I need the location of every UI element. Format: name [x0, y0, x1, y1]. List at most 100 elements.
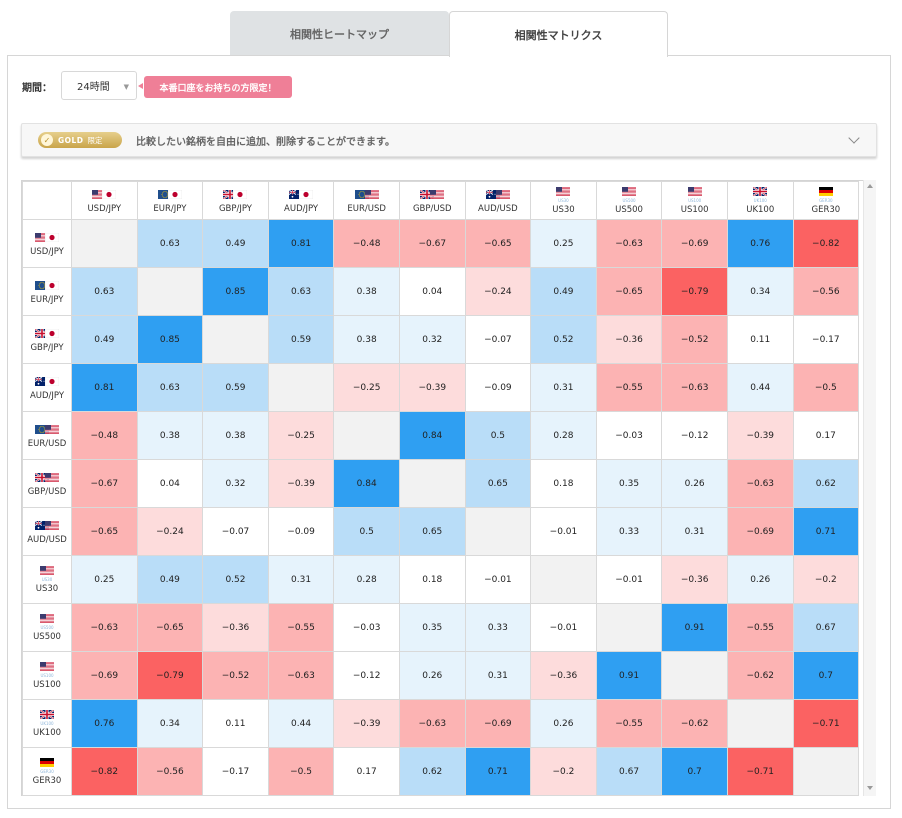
- correlation-cell: 0.84: [333, 459, 400, 508]
- row-header-label: GBP/USD: [27, 487, 67, 497]
- index-sub-label: US100: [688, 197, 702, 203]
- matrix-row: USD/JPY 0.63 0.49 0.81 −0.48 −0.67 −0.65 0.25 −0…: [22, 219, 860, 268]
- correlation-cell: −0.07: [464, 315, 532, 364]
- correlation-cell: 0.34: [726, 267, 794, 316]
- correlation-cell: −0.36: [530, 651, 597, 700]
- us-flag-icon: [40, 661, 54, 671]
- column-header-label: USD/JPY: [87, 204, 122, 214]
- correlation-cell: −0.71: [726, 747, 794, 796]
- chevron-down-icon: ▼: [123, 83, 129, 91]
- correlation-cell: −0.25: [333, 363, 400, 412]
- gold-feature-description: 比較したい銘柄を自由に追加、削除することができます。: [136, 136, 395, 148]
- correlation-cell: 0.26: [726, 555, 794, 604]
- index-sub-label: US30: [41, 576, 53, 582]
- row-header-us500: US500 US500: [22, 603, 72, 652]
- period-label: 期間：: [22, 83, 52, 94]
- correlation-cell: 0.17: [333, 747, 400, 796]
- correlation-cell: −0.5: [267, 747, 335, 796]
- correlation-cell: −0.36: [661, 555, 728, 604]
- correlation-cell: −0.63: [661, 363, 728, 412]
- promo-pointer-icon: [138, 83, 143, 89]
- scroll-down-icon[interactable]: [867, 786, 873, 790]
- index-sub-label: UK100: [40, 720, 54, 726]
- matrix-row: AUD/JPY 0.81 0.63 0.59 −0.25 −0.39 −0.09 0.31 −0…: [22, 363, 860, 412]
- row-header-uk100: UK100 UK100: [22, 699, 72, 748]
- correlation-cell: −0.55: [726, 603, 794, 652]
- column-header-label: UK100: [746, 204, 775, 215]
- correlation-cell: 0.38: [202, 411, 269, 460]
- correlation-cell: −0.36: [202, 603, 269, 652]
- correlation-cell: 0.81: [71, 363, 138, 412]
- gold-feature-bar[interactable]: ✓ GOLD 限定 比較したい銘柄を自由に追加、削除することができます。: [21, 123, 877, 157]
- correlation-cell: −0.69: [464, 699, 532, 748]
- expand-chevron-icon[interactable]: [848, 132, 860, 144]
- us-flag-icon: [687, 186, 702, 196]
- correlation-cell: 0.76: [726, 219, 794, 268]
- jp-flag-icon: [44, 376, 60, 387]
- us-flag-icon: [45, 425, 59, 434]
- gold-coin-icon: ✓: [41, 134, 53, 146]
- correlation-cell: −0.07: [202, 507, 269, 556]
- tab-heatmap[interactable]: 相関性ヒートマップ: [230, 11, 449, 56]
- live-account-promo-button[interactable]: 本番口座をお持ちの方限定！: [144, 76, 292, 98]
- diagonal-cell: [71, 219, 138, 268]
- correlation-cell: −0.55: [595, 363, 663, 412]
- row-header-gbp-jpy: GBP/JPY: [22, 315, 72, 364]
- de-flag-icon: [40, 757, 54, 767]
- column-header-gbp-jpy: GBP/JPY: [202, 181, 269, 220]
- correlation-cell: −0.01: [464, 555, 532, 604]
- correlation-cell: 0.44: [726, 363, 794, 412]
- correlation-cell: −0.65: [71, 507, 138, 556]
- period-select[interactable]: 24時間 ▼: [61, 71, 137, 100]
- tab-matrix[interactable]: 相関性マトリクス: [449, 11, 668, 57]
- correlation-cell: 0.91: [661, 603, 728, 652]
- correlation-cell: −0.55: [267, 603, 335, 652]
- us-flag-icon: [92, 190, 107, 199]
- correlation-cell: −0.82: [792, 219, 860, 268]
- correlation-cell: −0.03: [333, 603, 400, 652]
- correlation-cell: −0.65: [136, 603, 204, 652]
- vertical-scrollbar[interactable]: [863, 180, 876, 796]
- gold-badge-label: GOLD: [58, 135, 84, 145]
- de-flag-icon: [818, 186, 833, 196]
- correlation-cell: 0.32: [398, 315, 466, 364]
- correlation-cell: 0.5: [333, 507, 400, 556]
- correlation-cell: 0.31: [661, 507, 728, 556]
- scroll-up-icon[interactable]: [867, 184, 873, 188]
- correlation-cell: −0.79: [136, 651, 204, 700]
- correlation-matrix: USD/JPY EUR/JPY GBP/JPY AUD/JPY EUR/USD GBP/U…: [21, 180, 876, 796]
- correlation-cell: −0.67: [71, 459, 138, 508]
- correlation-cell: −0.52: [661, 315, 728, 364]
- index-sub-label: US500: [622, 197, 636, 203]
- correlation-cell: 0.71: [792, 507, 860, 556]
- correlation-cell: −0.01: [530, 507, 597, 556]
- us-flag-icon: [495, 190, 510, 199]
- correlation-cell: −0.2: [792, 555, 860, 604]
- correlation-cell: −0.62: [661, 699, 728, 748]
- correlation-cell: −0.17: [202, 747, 269, 796]
- row-header-usd-jpy: USD/JPY: [22, 219, 72, 268]
- correlation-cell: −0.63: [398, 699, 466, 748]
- row-header-label: EUR/JPY: [30, 295, 64, 305]
- correlation-cell: −0.36: [595, 315, 663, 364]
- correlation-cell: 0.65: [398, 507, 466, 556]
- eu-flag-icon: [157, 190, 172, 199]
- row-header-label: GBP/JPY: [30, 343, 64, 353]
- us-flag-icon: [622, 186, 637, 196]
- correlation-cell: 0.44: [267, 699, 335, 748]
- correlation-cell: 0.71: [464, 747, 532, 796]
- us-flag-icon: [40, 565, 54, 575]
- row-header-gbp-usd: GBP/USD: [22, 459, 72, 508]
- diagonal-cell: [333, 411, 400, 460]
- index-sub-label: US500: [40, 624, 54, 630]
- correlation-cell: 0.62: [792, 459, 860, 508]
- diagonal-cell: [726, 699, 794, 748]
- correlation-cell: −0.03: [595, 411, 663, 460]
- row-header-label: EUR/USD: [27, 439, 67, 449]
- correlation-cell: −0.25: [267, 411, 335, 460]
- correlation-cell: 0.31: [464, 651, 532, 700]
- correlation-cell: 0.18: [530, 459, 597, 508]
- us-flag-icon: [430, 190, 445, 199]
- jp-flag-icon: [298, 189, 314, 200]
- index-sub-label: US30: [558, 197, 569, 203]
